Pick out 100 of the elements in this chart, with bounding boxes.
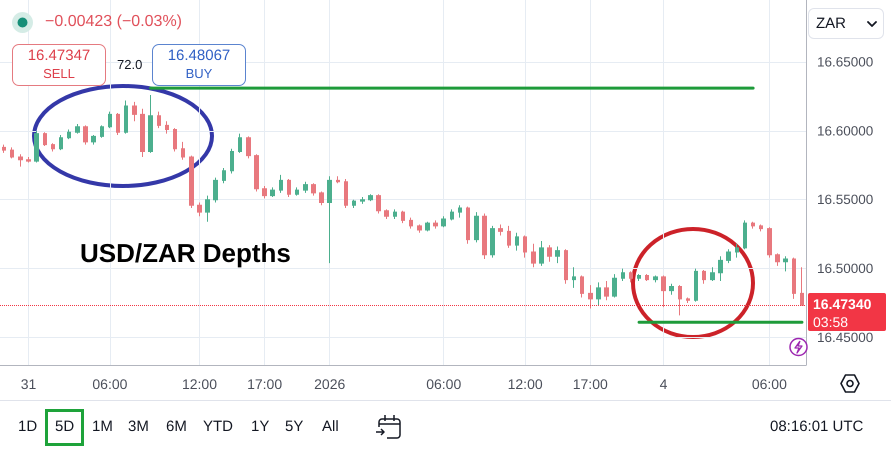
candlestick: [75, 123, 80, 134]
candlestick: [43, 132, 47, 146]
candlestick: [10, 146, 14, 159]
candlestick: [417, 224, 422, 234]
candlestick: [319, 190, 324, 206]
y-tick-label: 16.45000: [817, 330, 874, 345]
candlestick: [539, 240, 544, 266]
candlestick: [2, 144, 6, 154]
candlestick: [588, 284, 593, 310]
candlestick: [360, 196, 365, 204]
y-tick-label: 16.50000: [817, 261, 874, 276]
candlestick: [83, 124, 88, 146]
annotation: 72.0: [117, 57, 142, 72]
candlestick: [523, 235, 527, 258]
text: 5D: [55, 418, 74, 435]
candlestick: [572, 266, 576, 288]
candlestick: [287, 178, 291, 198]
candlestick: [59, 134, 63, 151]
candlestick: [401, 210, 405, 224]
candlestick: [555, 246, 560, 264]
candlestick: [621, 268, 625, 282]
candlestick: [441, 216, 446, 228]
candlestick: [295, 186, 299, 196]
x-tick-label: 12:00: [508, 376, 543, 392]
candlestick: [564, 248, 568, 284]
candlestick: [279, 174, 283, 194]
currency-dropdown: ZAR: [808, 8, 884, 39]
candlestick: [116, 112, 120, 136]
candlestick: [165, 120, 169, 134]
x-tick-label: 06:00: [426, 376, 462, 392]
candlestick: [686, 297, 690, 304]
candlestick: [800, 266, 804, 306]
candlestick: [124, 100, 128, 134]
annotation: 16.47347: [28, 47, 90, 65]
candlestick: [507, 225, 511, 248]
text: 1Y: [251, 418, 270, 435]
candlestick: [26, 156, 31, 164]
candlestick: [303, 181, 308, 194]
candlestick: [669, 283, 674, 296]
candlestick: [637, 274, 641, 282]
text: 08:16:01 UTC: [770, 418, 864, 435]
text: 5Y: [285, 418, 304, 435]
text: 1M: [92, 418, 113, 435]
y-tick-label: 16.55000: [817, 192, 874, 208]
candlestick: [718, 256, 723, 282]
candlestick: [157, 111, 161, 129]
candlestick: [482, 212, 487, 260]
x-tick-label: 31: [20, 376, 36, 392]
candlestick: [205, 195, 210, 222]
candlestick: [327, 176, 332, 264]
candlestick: [498, 224, 503, 236]
candlestick: [51, 142, 55, 152]
text: YTD: [203, 418, 233, 435]
candlestick: [433, 220, 438, 230]
x-tick-label: 2026: [314, 376, 346, 392]
candlestick: [311, 182, 316, 196]
text: All: [322, 418, 339, 435]
candlestick: [230, 148, 234, 174]
candlestick: [181, 141, 185, 160]
candlestick: [726, 248, 731, 264]
candlestick: [694, 268, 698, 302]
x-tick-label: 4: [660, 376, 668, 392]
candlestick: [743, 220, 747, 250]
candlestick: [783, 256, 788, 272]
candlestick: [352, 199, 356, 208]
sell-button: 16.47347 SELL: [12, 44, 106, 86]
candlestick: [213, 177, 218, 203]
candlestick: [222, 168, 226, 184]
candlestick: [148, 94, 153, 154]
x-tick-label: 17:00: [572, 376, 608, 392]
x-tick-label: 12:00: [182, 376, 218, 392]
annotation: −0.00423 (−0.03%): [45, 13, 182, 31]
candlestick: [580, 274, 584, 298]
candlestick: [376, 194, 381, 214]
candlestick: [653, 274, 658, 283]
x-tick-label: 06:00: [92, 376, 128, 392]
candlestick: [262, 185, 267, 199]
text: 1D: [18, 418, 38, 435]
y-tick-label: 16.65000: [817, 54, 874, 70]
candlestick: [604, 280, 609, 301]
buy-button: 16.48067 BUY: [152, 44, 246, 86]
candlestick: [100, 124, 104, 138]
candlestick: [132, 101, 137, 122]
candlestick: [702, 269, 706, 284]
candlestick: [189, 155, 194, 208]
candlestick: [425, 221, 430, 232]
candlestick: [629, 270, 633, 283]
candlestick: [368, 194, 373, 202]
candlestick: [91, 134, 96, 146]
x-tick-label: 06:00: [752, 376, 788, 392]
candlestick: [735, 243, 739, 258]
y-tick-label: 16.60000: [817, 123, 874, 138]
x-tick-label: 17:00: [247, 376, 282, 392]
annotation: BUY: [186, 65, 212, 83]
candlestick: [409, 217, 413, 230]
candlestick: [270, 186, 275, 198]
candlestick: [140, 108, 145, 158]
candlestick: [173, 128, 177, 152]
text: 03:58: [813, 313, 850, 332]
candlestick: [458, 204, 462, 218]
